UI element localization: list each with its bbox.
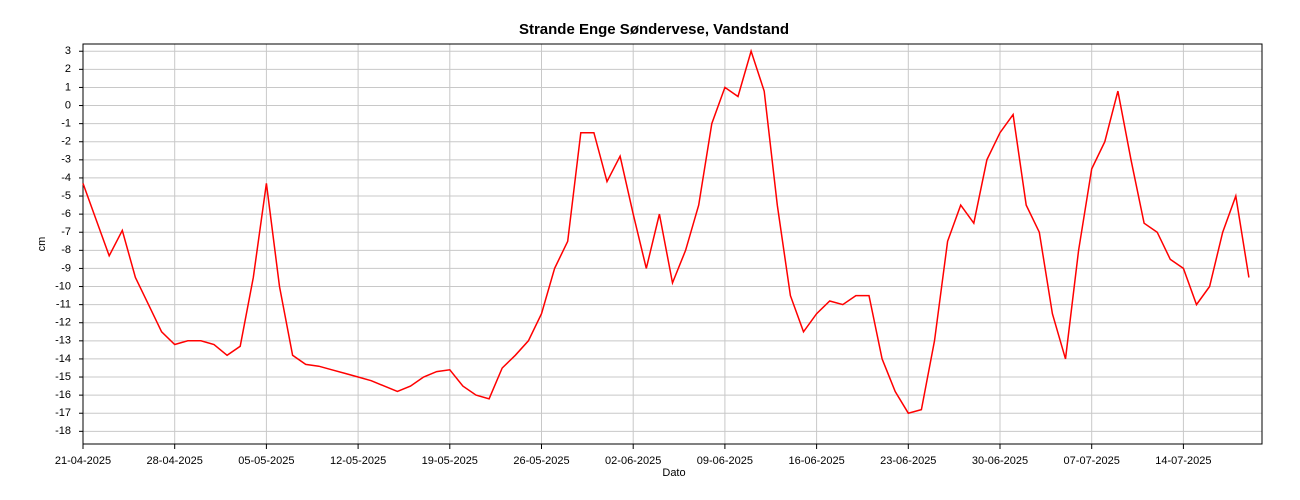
y-axis-label: cm — [36, 237, 48, 252]
x-tick-label: 23-06-2025 — [880, 455, 936, 467]
plot-area — [83, 44, 1262, 444]
x-tick-label: 19-05-2025 — [422, 455, 478, 467]
x-tick-label: 09-06-2025 — [697, 455, 753, 467]
x-axis-label: Dato — [662, 467, 685, 479]
x-tick-label: 12-05-2025 — [330, 455, 386, 467]
y-tick-label: -7 — [61, 226, 71, 238]
y-tick-label: -18 — [55, 425, 71, 437]
x-tick-label: 02-06-2025 — [605, 455, 661, 467]
y-tick-label: 2 — [65, 63, 71, 75]
x-tick-label: 05-05-2025 — [238, 455, 294, 467]
y-tick-label: -13 — [55, 335, 71, 347]
y-tick-label: -1 — [61, 118, 71, 130]
y-tick-label: -11 — [56, 299, 71, 311]
data-line — [82, 48, 1250, 415]
x-tick-label: 16-06-2025 — [788, 455, 844, 467]
y-tick-label: -2 — [61, 136, 71, 148]
y-tick-label: -12 — [55, 317, 71, 329]
plot-frame — [82, 43, 1263, 445]
y-tick-label: -3 — [61, 154, 71, 166]
y-tick-label: 0 — [65, 99, 71, 111]
y-tick-label: -5 — [61, 190, 71, 202]
x-tick-label: 30-06-2025 — [972, 455, 1028, 467]
y-tick-label: 3 — [65, 45, 71, 57]
y-tick-label: 1 — [65, 81, 71, 93]
y-tick-label: -10 — [55, 280, 71, 292]
x-tick-label: 14-07-2025 — [1155, 455, 1211, 467]
x-tick-label: 26-05-2025 — [513, 455, 569, 467]
x-tick-label: 21-04-2025 — [55, 455, 111, 467]
x-tick-label: 07-07-2025 — [1064, 455, 1120, 467]
y-tick-label: -14 — [55, 353, 71, 365]
y-tick-label: -4 — [61, 172, 71, 184]
y-tick-label: -15 — [55, 371, 71, 383]
y-tick-label: -17 — [55, 407, 71, 419]
y-tick-label: -16 — [55, 389, 71, 401]
y-tick-label: -6 — [61, 208, 71, 220]
y-tick-label: -8 — [61, 244, 71, 256]
chart-title: Strande Enge Søndervese, Vandstand — [519, 21, 789, 38]
y-tick-label: -9 — [61, 262, 71, 274]
x-tick-label: 28-04-2025 — [147, 455, 203, 467]
